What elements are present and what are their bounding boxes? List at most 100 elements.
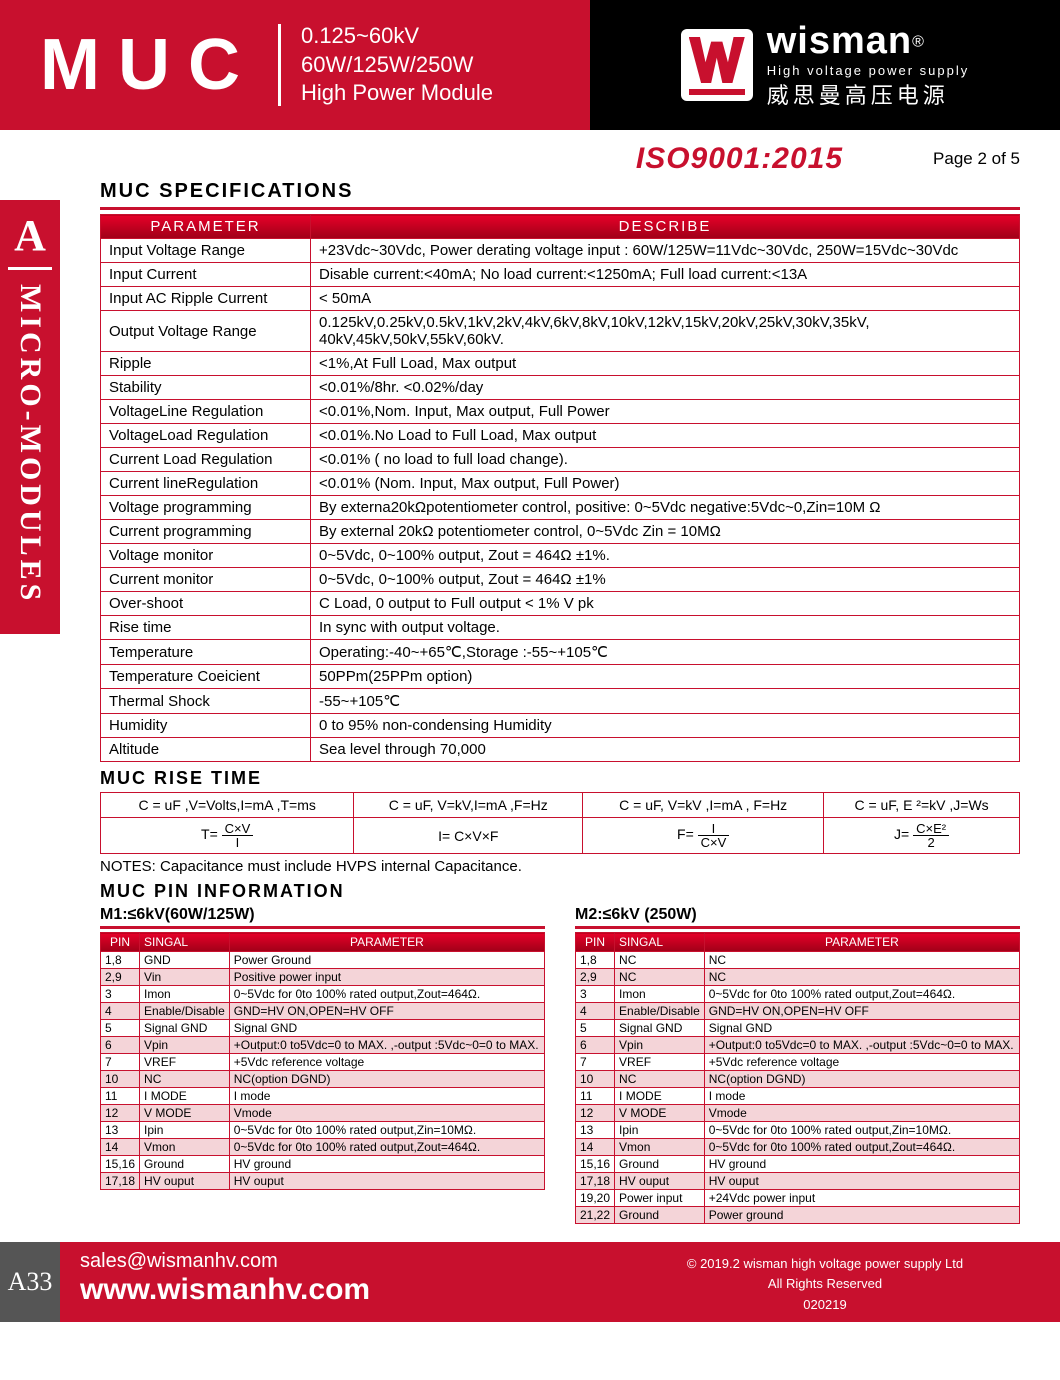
footer-tag: A33 <box>0 1242 60 1322</box>
rise-eq-j: J= C×E²2 <box>824 818 1020 854</box>
pin-row: 7VREF+5Vdc reference voltage <box>101 1054 545 1071</box>
pin-param: I mode <box>229 1088 544 1105</box>
pin-num: 12 <box>576 1105 615 1122</box>
pin-tables: M1:≤6kV(60W/125W) PINSINGALPARAMETER 1,8… <box>100 906 1020 1224</box>
m2-table: PINSINGALPARAMETER 1,8NCNC2,9NCNC3Imon0~… <box>575 932 1020 1224</box>
spec-row: Current lineRegulation<0.01% (Nom. Input… <box>101 472 1020 496</box>
pin-row: 10NCNC(option DGND) <box>576 1071 1020 1088</box>
spec-desc: <1%,At Full Load, Max output <box>311 352 1020 376</box>
spec-row: Over-shootC Load, 0 output to Full outpu… <box>101 592 1020 616</box>
pin-param: HV ouput <box>229 1173 544 1190</box>
spec-desc: Sea level through 70,000 <box>311 738 1020 762</box>
spec-desc: 0 to 95% non-condensing Humidity <box>311 714 1020 738</box>
spec-param: Temperature Coeicient <box>101 665 311 689</box>
spec-param: Input AC Ripple Current <box>101 287 311 311</box>
pin-num: 13 <box>101 1122 140 1139</box>
pin-num: 2,9 <box>101 969 140 986</box>
pin-row: 15,16GroundHV ground <box>576 1156 1020 1173</box>
spec-row: Voltage monitor0~5Vdc, 0~100% output, Zo… <box>101 544 1020 568</box>
pin-sig: Enable/Disable <box>140 1003 230 1020</box>
pin-row: 10NCNC(option DGND) <box>101 1071 545 1088</box>
iso-row: ISO9001:2015 Page 2 of 5 <box>100 142 1020 176</box>
pin-row: 4Enable/DisableGND=HV ON,OPEN=HV OFF <box>101 1003 545 1020</box>
spec-desc: In sync with output voltage. <box>311 616 1020 640</box>
eq-f-num: I <box>698 822 730 836</box>
spec-param: Voltage monitor <box>101 544 311 568</box>
pin-row: 21,22GroundPower ground <box>576 1207 1020 1224</box>
m1-table: PINSINGALPARAMETER 1,8GNDPower Ground2,9… <box>100 932 545 1190</box>
spec-header-row: PARAMETER DESCRIBE <box>101 215 1020 239</box>
pin-param: GND=HV ON,OPEN=HV OFF <box>229 1003 544 1020</box>
spec-table: PARAMETER DESCRIBE Input Voltage Range+2… <box>100 214 1020 762</box>
spec-row: Rise timeIn sync with output voltage. <box>101 616 1020 640</box>
spec-param: Humidity <box>101 714 311 738</box>
pin-num: 1,8 <box>101 952 140 969</box>
brand-block: wisman® High voltage power supply 威思曼高压电… <box>767 20 969 110</box>
spec-desc: <0.01%.No Load to Full Load, Max output <box>311 424 1020 448</box>
pin-num: 3 <box>576 986 615 1003</box>
pin-row: 11I MODEI mode <box>101 1088 545 1105</box>
pin-sig: Enable/Disable <box>615 1003 705 1020</box>
pin-row: 2,9VinPositive power input <box>101 969 545 986</box>
pin-num: 5 <box>101 1020 140 1037</box>
m1-th-param: PARAMETER <box>229 933 544 952</box>
pin-param: +5Vdc reference voltage <box>704 1054 1019 1071</box>
pin-num: 14 <box>101 1139 140 1156</box>
spec-param: Thermal Shock <box>101 689 311 714</box>
eq-j-den: 2 <box>913 836 949 849</box>
spec-th-desc: DESCRIBE <box>311 215 1020 239</box>
pin-sig: Imon <box>615 986 705 1003</box>
pin-row: 13Ipin0~5Vdc for 0to 100% rated output,Z… <box>576 1122 1020 1139</box>
spec-param: Input Voltage Range <box>101 239 311 263</box>
pin-sig: Vpin <box>615 1037 705 1054</box>
pin-row: 3Imon0~5Vdc for 0to 100% rated output,Zo… <box>576 986 1020 1003</box>
pin-num: 15,16 <box>576 1156 615 1173</box>
pin-sig: V MODE <box>615 1105 705 1122</box>
spec-param: Output Voltage Range <box>101 311 311 352</box>
spec-param: VoltageLoad Regulation <box>101 424 311 448</box>
pin-sig: Vmon <box>140 1139 230 1156</box>
pin-row: 1,8NCNC <box>576 952 1020 969</box>
pin-sig: NC <box>615 952 705 969</box>
pin-sig: Ground <box>140 1156 230 1173</box>
pin-row: 5Signal GNDSignal GND <box>576 1020 1020 1037</box>
pin-param: NC(option DGND) <box>704 1071 1019 1088</box>
pin-param: +Output:0 to5Vdc=0 to MAX. ,-output :5Vd… <box>704 1037 1019 1054</box>
spec-row: Ripple<1%,At Full Load, Max output <box>101 352 1020 376</box>
footer-email[interactable]: sales@wismanhv.com <box>80 1250 570 1273</box>
product-name: MUC <box>40 24 281 106</box>
eq-t-label: T= <box>201 826 218 842</box>
registered-icon: ® <box>912 34 924 51</box>
footer-url[interactable]: www.wismanhv.com <box>80 1273 570 1307</box>
spec-row: VoltageLoad Regulation<0.01%.No Load to … <box>101 424 1020 448</box>
rise-eq-i: I= C×V×F <box>354 818 583 854</box>
pin-row: 11I MODEI mode <box>576 1088 1020 1105</box>
pin-sig: Vmon <box>615 1139 705 1156</box>
m1-title: M1:≤6kV(60W/125W) <box>100 906 545 929</box>
pin-num: 13 <box>576 1122 615 1139</box>
content: ISO9001:2015 Page 2 of 5 MUC SPECIFICATI… <box>0 130 1060 1224</box>
spec-row: AltitudeSea level through 70,000 <box>101 738 1020 762</box>
pin-param: 0~5Vdc for 0to 100% rated output,Zin=10M… <box>229 1122 544 1139</box>
eq-f-label: F= <box>677 826 694 842</box>
pin-m1: M1:≤6kV(60W/125W) PINSINGALPARAMETER 1,8… <box>100 906 545 1224</box>
pin-num: 11 <box>576 1088 615 1105</box>
pin-sig: Vin <box>140 969 230 986</box>
pin-sig: Signal GND <box>140 1020 230 1037</box>
spec-param: Input Current <box>101 263 311 287</box>
pin-param: 0~5Vdc for 0to 100% rated output,Zout=46… <box>704 1139 1019 1156</box>
spec-desc: <0.01% ( no load to full load change). <box>311 448 1020 472</box>
spec-row: Thermal Shock-55~+105℃ <box>101 689 1020 714</box>
spec-param: Rise time <box>101 616 311 640</box>
section-pin-title: MUC PIN INFORMATION <box>100 881 1020 902</box>
pin-sig: V MODE <box>140 1105 230 1122</box>
pin-row: 3Imon0~5Vdc for 0to 100% rated output,Zo… <box>101 986 545 1003</box>
spec-row: TemperatureOperating:-40~+65℃,Storage :-… <box>101 640 1020 665</box>
pin-row: 6Vpin+Output:0 to5Vdc=0 to MAX. ,-output… <box>576 1037 1020 1054</box>
pin-row: 17,18HV ouputHV ouput <box>101 1173 545 1190</box>
spec-param: Current Load Regulation <box>101 448 311 472</box>
spec-row: Current programmingBy external 20kΩ pote… <box>101 520 1020 544</box>
pin-num: 11 <box>101 1088 140 1105</box>
pin-param: +24Vdc power input <box>704 1190 1019 1207</box>
footer-right: © 2019.2 wisman high voltage power suppl… <box>590 1242 1060 1322</box>
